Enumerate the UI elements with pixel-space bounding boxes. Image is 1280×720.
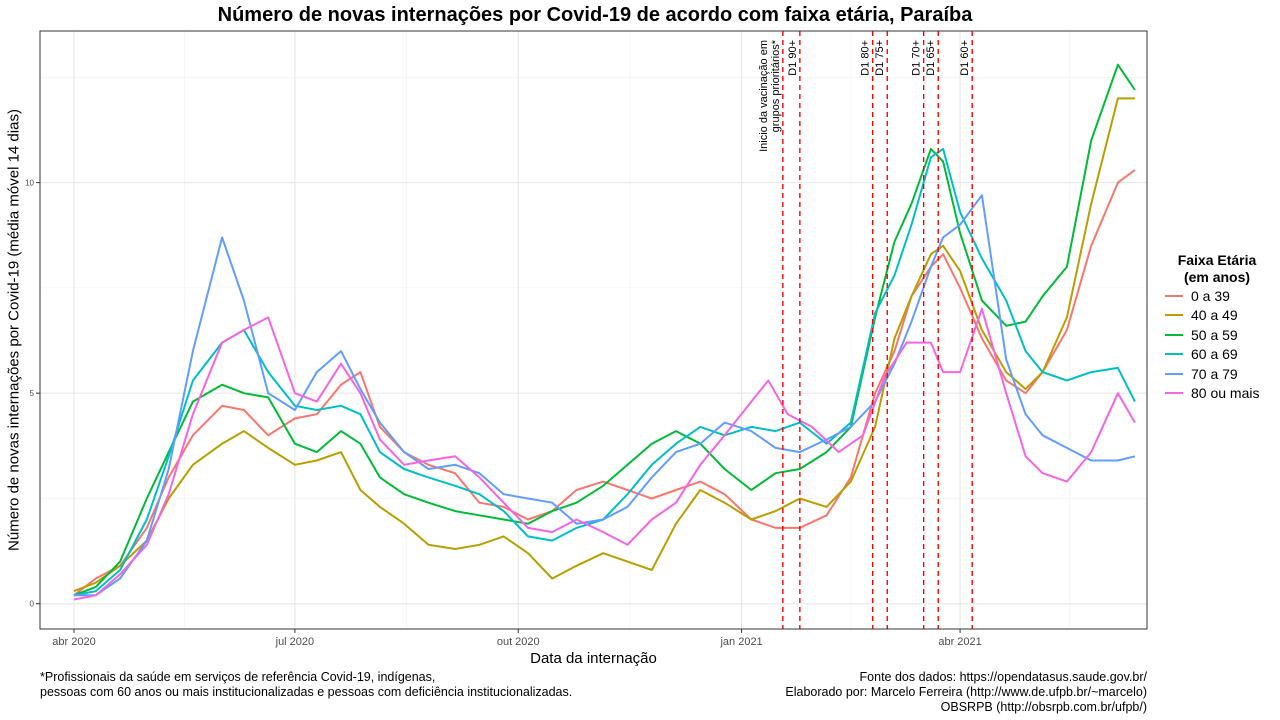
legend-label: 60 a 69 — [1191, 346, 1238, 363]
y-axis-title: Número de novas internações por Covid-19… — [5, 109, 23, 551]
series-line — [73, 97, 1135, 593]
x-tick-label: jul 2020 — [275, 636, 315, 648]
legend-label: 70 a 79 — [1191, 365, 1238, 382]
legend-label: 40 a 49 — [1191, 307, 1238, 324]
credits: Fonte dos dados: https://opendatasus.sau… — [785, 670, 1147, 714]
series-line — [74, 194, 1136, 597]
chart-title: Número de novas internações por Covid-19… — [217, 4, 973, 26]
annotation-label: D1 75+ — [874, 40, 886, 76]
legend-swatch — [1165, 353, 1183, 356]
legend-items: 0 a 39 40 a 49 50 a 59 60 a 69 70 a 79 80 ou … — [1162, 286, 1272, 403]
legend-swatch — [1165, 314, 1183, 317]
x-tick-label: abr 2020 — [52, 636, 95, 648]
legend-label: 80 ou mais — [1191, 385, 1260, 402]
series-line — [73, 307, 1136, 601]
legend-label: 50 a 59 — [1191, 326, 1238, 343]
legend-swatch — [1165, 372, 1183, 375]
legend-title: Faixa Etária (em anos) — [1177, 252, 1257, 285]
legend-swatch — [1165, 333, 1183, 336]
x-tick-label: jan 2021 — [719, 636, 762, 648]
annotation-label: D1 65+ — [925, 40, 937, 76]
series-line — [73, 63, 1136, 597]
footnote: *Profissionais da saúde em serviços de r… — [40, 670, 573, 699]
annotation-label: Inicio da vacinação em — [758, 40, 770, 152]
legend-swatch — [1165, 294, 1183, 297]
plot-border — [39, 30, 1148, 630]
annotation-label: grupos prioritários* — [770, 39, 782, 132]
legend: Faixa Etária (em anos) 0 a 39 40 a 49 50 a… — [1162, 252, 1272, 403]
legend-swatch — [1165, 392, 1183, 395]
legend-item: 60 a 69 — [1162, 345, 1272, 365]
series-line — [73, 147, 1136, 597]
annotation-label: D1 60+ — [959, 40, 971, 76]
annotation-label: D1 90+ — [787, 40, 799, 76]
legend-item: 70 a 79 — [1162, 364, 1272, 384]
annotation-label: D1 70+ — [911, 40, 923, 76]
annotation-label: D1 80+ — [860, 40, 872, 76]
legend-item: 50 a 59 — [1162, 325, 1272, 345]
legend-item: 80 ou mais — [1162, 384, 1272, 404]
x-tick-label: out 2020 — [497, 636, 540, 648]
x-axis-title: Data da internação — [530, 650, 657, 667]
series-line — [73, 169, 1136, 597]
x-tick-label: abr 2021 — [938, 636, 981, 648]
legend-item: 0 a 39 — [1162, 286, 1272, 306]
y-tick-label: 5 — [30, 389, 35, 398]
legend-label: 0 a 39 — [1191, 287, 1230, 304]
plot-panel — [40, 31, 1147, 629]
y-tick-label: 10 — [25, 179, 34, 188]
y-tick-label: 0 — [30, 600, 35, 609]
legend-item: 40 a 49 — [1162, 306, 1272, 326]
